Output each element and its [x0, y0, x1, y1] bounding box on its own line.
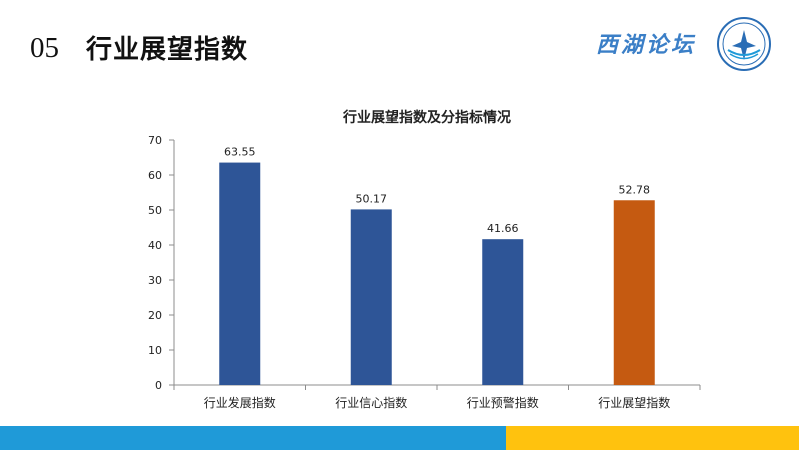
bar-value-label: 41.66	[487, 222, 519, 235]
bar-value-label: 52.78	[619, 183, 651, 196]
category-label: 行业信心指数	[335, 395, 407, 410]
category-label: 行业展望指数	[598, 395, 670, 410]
y-tick-label: 70	[148, 134, 162, 147]
bar	[482, 239, 524, 385]
y-tick-label: 50	[148, 204, 162, 217]
bar	[219, 162, 261, 385]
bar	[350, 209, 392, 385]
bar-value-label: 50.17	[356, 192, 388, 205]
y-tick-label: 60	[148, 169, 162, 182]
chart-title: 行业展望指数及分指标情况	[342, 109, 511, 126]
category-label: 行业预警指数	[467, 395, 539, 410]
bar-chart: 行业展望指数及分指标情况 0 10 20 30 40 50 60 70 63.55 行业发展指数…	[148, 109, 701, 410]
footer-bar-yellow	[506, 426, 799, 450]
page-title: 行业展望指数	[86, 35, 249, 65]
y-tick-label: 30	[148, 274, 162, 287]
y-tick-label: 20	[148, 309, 162, 322]
chart-axes: 0 10 20 30 40 50 60 70	[148, 134, 701, 392]
y-tick-label: 0	[155, 379, 162, 392]
category-label: 行业发展指数	[204, 395, 276, 410]
y-tick-label: 10	[148, 344, 162, 357]
bar	[613, 200, 655, 385]
brand-name: 西湖论坛	[596, 32, 697, 58]
chart-bars	[219, 162, 655, 385]
y-tick-label: 40	[148, 239, 162, 252]
forum-emblem-icon	[717, 17, 771, 71]
section-number: 05	[30, 32, 59, 64]
footer-bar-blue	[0, 426, 506, 450]
chart-labels: 63.55 行业发展指数 50.17 行业信心指数 41.66 行业预警指数 52.78 行业…	[204, 146, 671, 410]
bar-value-label: 63.55	[224, 146, 256, 159]
